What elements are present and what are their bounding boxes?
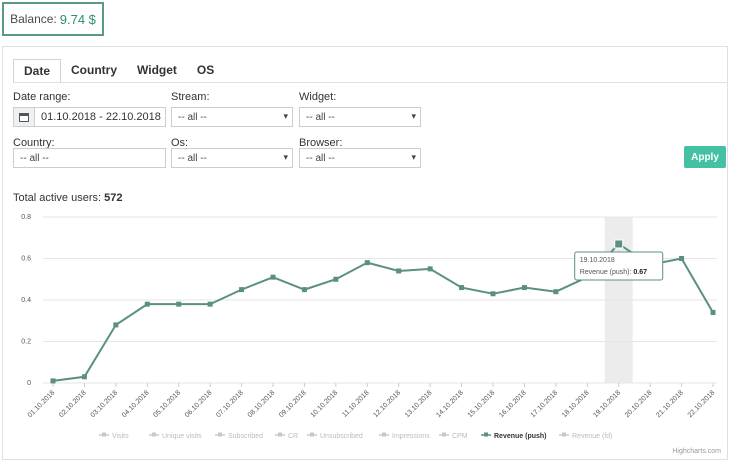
x-tick-label: 04.10.2018 (121, 389, 151, 419)
tabs-divider (13, 82, 727, 83)
tab-date[interactable]: Date (13, 59, 62, 83)
y-tick-label: 0.2 (21, 339, 31, 346)
x-tick-label: 17.10.2018 (530, 389, 560, 419)
legend-marker (484, 432, 488, 437)
data-point[interactable] (301, 287, 307, 293)
data-point[interactable] (113, 322, 119, 328)
x-tick-label: 02.10.2018 (58, 389, 88, 419)
data-point[interactable] (679, 256, 685, 261)
y-tick-label: 0.4 (21, 297, 31, 304)
tooltip-label: Revenue (push): 0.67 (580, 269, 647, 276)
data-point[interactable] (427, 266, 433, 272)
legend-item[interactable]: CPM (452, 433, 468, 440)
data-point[interactable] (553, 289, 559, 295)
x-tick-label: 13.10.2018 (404, 389, 434, 419)
x-tick-label: 18.10.2018 (561, 389, 591, 419)
legend-item[interactable]: Revenue (fd) (572, 433, 612, 440)
x-tick-label: 12.10.2018 (372, 389, 402, 419)
y-tick-label: 0 (27, 380, 31, 387)
legend-item[interactable]: Unsubscribed (320, 433, 363, 440)
widget-label: Widget: (299, 91, 337, 103)
data-point[interactable] (614, 239, 624, 249)
x-tick-label: 06.10.2018 (184, 389, 214, 419)
tab-widget[interactable]: Widget (137, 63, 177, 77)
legend-marker (562, 432, 566, 437)
data-point[interactable] (490, 291, 496, 297)
calendar-button[interactable] (13, 107, 35, 127)
legend-item[interactable]: Visits (112, 433, 129, 440)
x-tick-label: 05.10.2018 (152, 389, 182, 419)
tooltip-date: 19.10.2018 (580, 257, 615, 264)
legend-marker (382, 432, 386, 437)
balance-value: 9.74 $ (59, 11, 96, 27)
tooltip-value: 0.67 (633, 269, 647, 276)
legend-marker (102, 432, 106, 437)
tooltip (574, 251, 664, 281)
x-tick-label: 21.10.2018 (655, 389, 685, 419)
revenue-chart: 0 0.2 0.4 0.6 0.8 01.10.2018 02.10.2018 03.10.2… (21, 214, 721, 455)
legend-marker (152, 432, 156, 437)
x-tick-label: 07.10.2018 (215, 389, 245, 419)
data-point[interactable] (710, 309, 716, 315)
legend-item[interactable]: Unique visits (162, 433, 202, 440)
browser-select[interactable]: -- all -- (299, 148, 421, 168)
x-tick-label: 01.10.2018 (27, 389, 57, 419)
stream-label: Stream: (171, 91, 210, 103)
y-tick-label: 0.6 (21, 256, 31, 263)
os-label: Os: (171, 137, 189, 149)
legend-marker (278, 432, 282, 437)
filter-tabs: Date Country Widget OS (13, 59, 224, 83)
data-point[interactable] (144, 301, 150, 307)
x-tick-label: 08.10.2018 (247, 389, 277, 419)
stats-panel: Date Country Widget OS Date range: 01.10… (2, 46, 728, 460)
x-tick-label: 20.10.2018 (624, 389, 654, 419)
legend-marker (310, 432, 314, 437)
x-tick-label: 09.10.2018 (278, 389, 308, 419)
data-point[interactable] (239, 287, 245, 293)
data-point[interactable] (176, 301, 182, 307)
date-range-label: Date range: (13, 91, 71, 103)
apply-button[interactable]: Apply (684, 146, 726, 168)
legend-marker (218, 432, 222, 437)
total-users-value: 572 (104, 192, 123, 204)
data-point[interactable] (333, 276, 339, 282)
country-label: Country: (13, 137, 55, 149)
x-tick-label: 03.10.2018 (90, 389, 120, 419)
x-tick-label: 14.10.2018 (435, 389, 465, 419)
date-range-input[interactable]: 01.10.2018 - 22.10.2018 (34, 107, 166, 127)
legend-marker (442, 432, 446, 437)
data-point[interactable] (270, 274, 276, 280)
total-users-label: Total active users: (13, 192, 102, 204)
widget-select[interactable]: -- all -- (299, 107, 421, 127)
balance-label: Balance: (10, 12, 57, 26)
x-tick-label: 15.10.2018 (467, 389, 497, 419)
legend-item[interactable]: CR (288, 433, 298, 440)
tab-country[interactable]: Country (71, 63, 118, 77)
data-point[interactable] (459, 285, 465, 291)
data-point[interactable] (521, 285, 527, 291)
x-tick-label: 16.10.2018 (498, 389, 528, 419)
balance-box: Balance: 9.74 $ (2, 2, 104, 36)
legend-item[interactable]: Revenue (push) (494, 433, 547, 440)
data-point[interactable] (396, 268, 402, 274)
os-select[interactable]: -- all -- (171, 148, 293, 168)
data-point[interactable] (207, 301, 213, 307)
x-tick-label: 10.10.2018 (310, 389, 340, 419)
x-tick-label: 22.10.2018 (687, 389, 717, 419)
legend-item[interactable]: Impressions (392, 433, 430, 440)
highcharts-credit: Highcharts.com (672, 448, 721, 455)
data-point[interactable] (81, 374, 87, 380)
data-point[interactable] (50, 378, 56, 384)
browser-label: Browser: (299, 137, 343, 149)
total-active-users: Total active users: 572 (13, 192, 122, 204)
country-input[interactable]: -- all -- (13, 148, 166, 168)
tab-os[interactable]: OS (196, 63, 215, 77)
x-tick-label: 11.10.2018 (341, 389, 370, 418)
y-tick-label: 0.8 (21, 214, 31, 221)
stream-select[interactable]: -- all -- (171, 107, 293, 127)
data-point[interactable] (364, 260, 370, 266)
calendar-icon (19, 112, 29, 122)
x-tick-label: 19.10.2018 (592, 389, 622, 419)
legend-item[interactable]: Subscribed (228, 433, 263, 440)
